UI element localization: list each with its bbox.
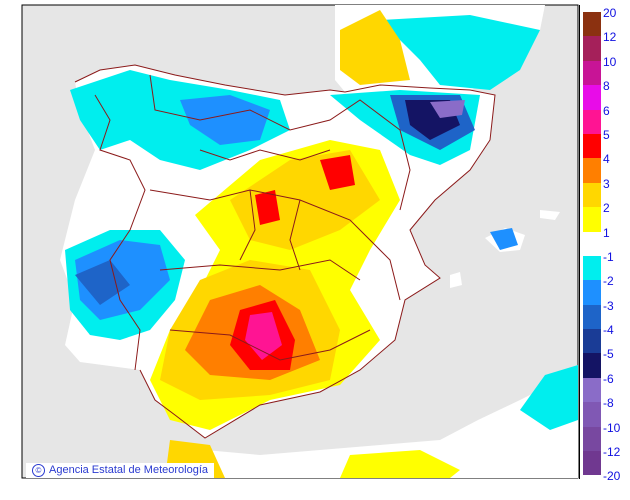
legend-swatch [583, 329, 601, 354]
legend-swatch [583, 280, 601, 305]
legend-swatch [583, 85, 601, 110]
legend-label: -1 [603, 249, 614, 264]
legend-label: 3 [603, 176, 610, 191]
legend-label: 4 [603, 152, 610, 167]
legend-label: 1 [603, 225, 610, 240]
legend-swatch [583, 158, 601, 183]
legend-swatch [583, 255, 601, 281]
region-borders [74, 64, 496, 439]
balearic-islands [450, 210, 560, 288]
legend-swatch [583, 353, 601, 378]
africa-land [165, 370, 578, 478]
legend-swatch [583, 36, 601, 61]
legend-label: -5 [603, 347, 614, 362]
legend-label: -4 [603, 323, 614, 338]
credit-text: Agencia Estatal de Meteorología [49, 464, 208, 476]
legend-label: 5 [603, 127, 610, 142]
legend-label: 12 [603, 30, 617, 45]
legend-label: 8 [603, 79, 610, 94]
legend-label: -2 [603, 274, 614, 289]
legend-swatch [583, 304, 601, 330]
copyright-icon: © [32, 464, 45, 477]
legend-swatch [583, 207, 601, 232]
legend-swatch [583, 60, 601, 86]
legend-label: -6 [603, 371, 614, 386]
legend-label: 2 [603, 201, 610, 216]
legend-swatch [583, 231, 601, 256]
legend-divider [579, 5, 580, 479]
legend-label: -10 [603, 420, 621, 435]
legend-swatch [583, 133, 601, 159]
legend-label: 10 [603, 54, 617, 69]
legend-label: 20 [603, 6, 617, 20]
color-legend: 20 12 10 8 6 5 4 3 2 1 -1 -2 -3 -4 -5 -6… [583, 6, 630, 483]
legend-label: -3 [603, 298, 614, 313]
legend-swatch [583, 109, 601, 134]
legend-swatch [583, 451, 601, 476]
legend-label: -20 [603, 469, 621, 484]
aemet-credit: © Agencia Estatal de Meteorología [26, 463, 214, 478]
legend-label: -12 [603, 445, 621, 460]
legend-swatch [583, 402, 601, 427]
legend-swatch [583, 426, 601, 452]
legend-swatch [583, 377, 601, 403]
legend-swatch [583, 182, 601, 208]
anomaly-fields [65, 10, 578, 478]
legend-label: -8 [603, 396, 614, 411]
anomaly-map [21, 4, 579, 479]
legend-swatch [583, 12, 601, 37]
legend-label: 6 [603, 103, 610, 118]
